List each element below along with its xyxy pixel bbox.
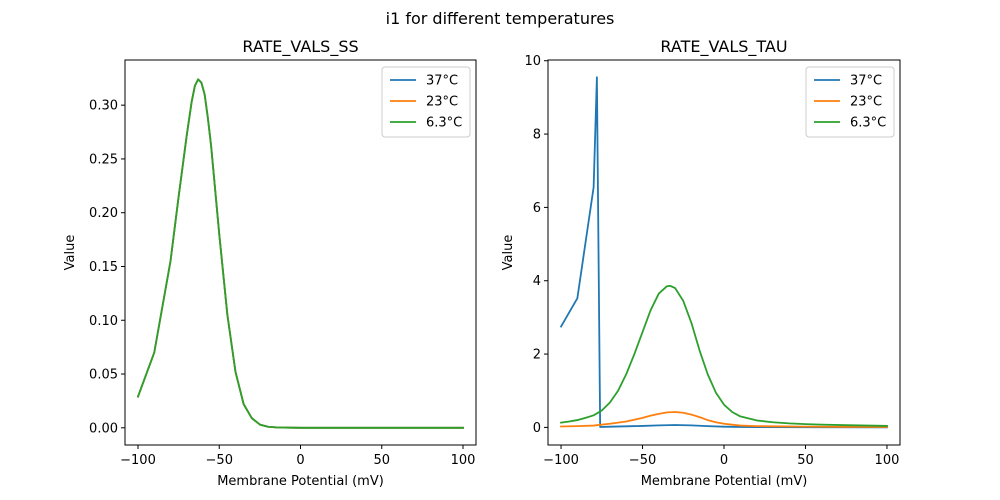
x-tick-label: 100 [875,453,900,468]
y-tick-label: 0.20 [89,206,118,221]
y-tick-label: 10 [524,54,541,69]
y-tick-label: 0.30 [89,99,118,114]
y-tick-label: 0.00 [89,421,118,436]
legend-entry: 37°C [426,74,458,89]
legend-entry: 6.3°C [850,116,886,131]
axes-frame [124,59,477,446]
y-axis-label: Value [501,235,516,271]
legend-entry: 23°C [426,95,458,110]
y-tick-label: 6 [533,201,541,216]
y-tick-label: 0 [533,421,541,436]
legend-box [805,66,895,138]
series-line-3 [560,284,888,427]
legend-entry: 6.3°C [426,116,462,131]
x-tick-label: −50 [629,453,656,468]
subplot-2: RATE_VALS_TAU −100 −50 0 50 100 0 2 4 6 8 10 Membran… [501,37,901,489]
x-tick-label: 0 [296,453,304,468]
legend: 37°C 23°C 6.3°C [381,66,471,138]
y-tick-label: 0.25 [89,152,118,167]
legend-entry: 23°C [850,95,882,110]
y-tick-label: 0.15 [89,260,118,275]
x-tick-label: 100 [451,453,476,468]
x-axis-label: Membrane Potential (mV) [641,474,808,489]
x-tick-label: −100 [543,453,579,468]
series-line-2 [560,411,888,428]
y-tick-label: 0.10 [89,314,118,329]
subplot-1: RATE_VALS_SS −100 −50 0 50 100 0.00 0.05 0.10 0.1… [63,37,477,489]
y-axis-label: Value [63,235,78,271]
y-tick-label: 2 [533,348,541,363]
x-tick-label: 50 [797,453,814,468]
x-tick-label: 50 [373,453,390,468]
y-tick-label: 4 [533,274,541,289]
x-tick-label: −50 [206,453,233,468]
x-tick-label: 0 [720,453,728,468]
subplot-title: RATE_VALS_TAU [660,37,787,57]
axes-frame [547,59,901,446]
x-axis-label: Membrane Potential (mV) [217,474,384,489]
x-tick-label: −100 [120,453,156,468]
series-line-1 [559,76,888,429]
series-line-3 [136,78,464,429]
y-tick-label: 0.05 [89,368,118,383]
subplot-title: RATE_VALS_SS [242,37,358,57]
y-tick-label: 8 [533,128,541,143]
legend-entry: 37°C [850,74,882,89]
legend: 37°C 23°C 6.3°C [805,66,895,138]
legend-box [381,66,471,138]
plots: RATE_VALS_SS−100 −50 0 50 1000.000.050.100.1… [63,37,901,489]
figure-suptitle: i1 for different temperatures [386,9,615,28]
